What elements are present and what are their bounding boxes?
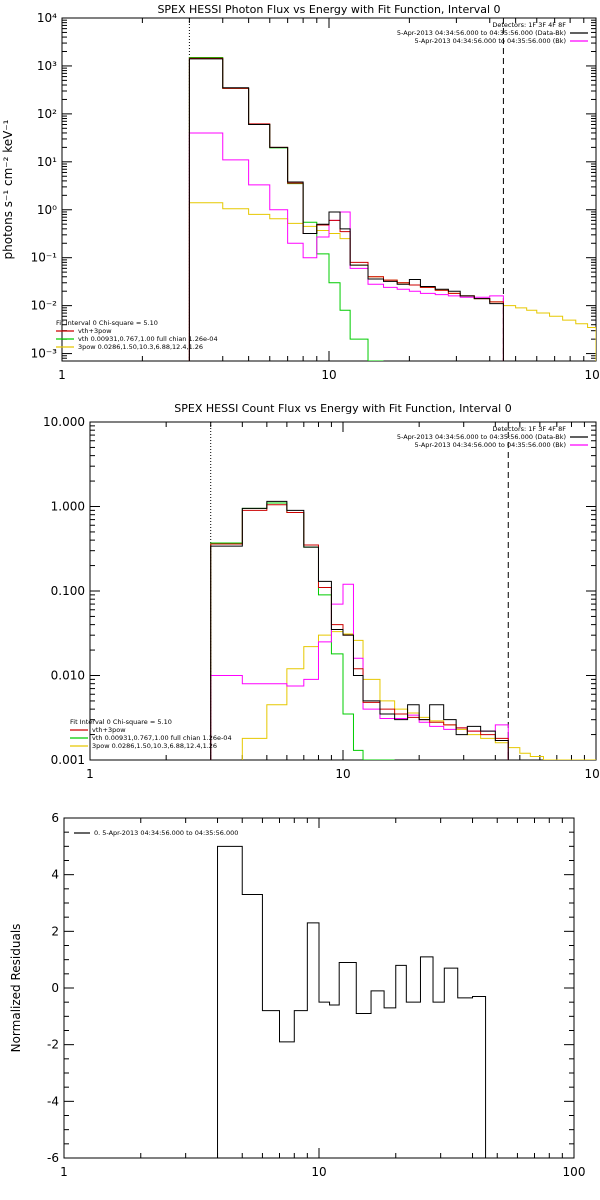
photon-legend-line: Detectors: 1F 3F 4F 8F xyxy=(492,21,566,29)
count-x-tick-label: 1 xyxy=(86,767,94,781)
resid-y-tick-label: 2 xyxy=(51,924,59,938)
count-legend-line: 5-Apr-2013 04:34:56.000 to 04:35:56.000 … xyxy=(415,441,566,449)
count-y-tick-label: 1.000 xyxy=(51,500,85,514)
photon-chart: 1 10 100 10⁻³ 10⁻² 10⁻¹ 10⁰ 10¹ 10² 10³ 10⁴ SPEX HE… xyxy=(1,3,600,382)
count-fit-legend-line: Fit Interval 0 Chi-square = 5.10 xyxy=(70,718,172,726)
count-y-tick-label: 0.010 xyxy=(51,669,85,683)
photon-plot-frame xyxy=(61,17,597,362)
resid-chart: 1 10 100 -6 -4 -2 0 2 4 6 Normalized Residuals 0. 5… xyxy=(9,811,585,1179)
photon-series-vth-3pow xyxy=(188,57,504,361)
photon-y-tick-label: 10⁴ xyxy=(37,11,57,25)
resid-legend: 0. 5-Apr-2013 04:34:56.000 to 04:35:56.0… xyxy=(74,829,238,837)
resid-y-tick-label: 0 xyxy=(51,981,59,995)
photon-y-tick-label: 10⁻³ xyxy=(31,347,58,361)
photon-y-tick-label: 10⁰ xyxy=(37,203,57,217)
photon-y-tick-label: 10⁻² xyxy=(31,299,58,313)
count-fit-legend-line: vth 0.00931,0.767,1.00 full chian 1.26e-… xyxy=(92,734,232,742)
resid-legend-text: 0. 5-Apr-2013 04:34:56.000 to 04:35:56.0… xyxy=(94,829,238,837)
resid-y-tick-label: -2 xyxy=(47,1038,59,1052)
photon-chart-title: SPEX HESSI Photon Flux vs Energy with Fi… xyxy=(157,3,500,16)
count-legend-line: Detectors: 1F 3F 4F 8F xyxy=(492,425,566,433)
photon-legend-line: 5-Apr-2013 04:34:56.000 to 04:35:56.000 … xyxy=(415,37,566,45)
count-x-tick-label: 10 xyxy=(335,767,350,781)
photon-x-tick-label: 100 xyxy=(585,368,600,382)
photon-series-data-bk xyxy=(188,58,504,361)
photon-fit-legend-line: vth+3pow xyxy=(78,327,112,335)
count-fit-legend-line: 3pow 0.0286,1.50,10.3,6.88,12.4,1.26 xyxy=(92,742,217,750)
count-legend-topright: Detectors: 1F 3F 4F 8F5-Apr-2013 04:34:5… xyxy=(397,425,588,449)
resid-y-tick-label: -4 xyxy=(47,1094,59,1108)
count-legend-line: 5-Apr-2013 04:34:56.000 to 04:35:56.000 … xyxy=(397,433,566,441)
count-series-data-bk xyxy=(210,500,509,760)
photon-y-axis-label: photons s⁻¹ cm⁻² keV⁻¹ xyxy=(1,119,15,259)
count-chart: 1 10 100 0.001 0.010 0.100 1.000 10.000 SPEX HES… xyxy=(43,402,600,781)
count-y-tick-label: 0.100 xyxy=(51,584,85,598)
count-series-bk xyxy=(210,583,509,760)
count-fit-legend-line: vth+3pow xyxy=(92,726,126,734)
count-series-vth-3pow xyxy=(210,504,509,760)
photon-legend-topright: Detectors: 1F 3F 4F 8F5-Apr-2013 04:34:5… xyxy=(397,21,588,45)
count-y-tick-label: 10.000 xyxy=(43,415,85,429)
photon-fit-legend-line: 3pow 0.0286,1.50,10.3,6.88,12.4,1.26 xyxy=(78,343,203,351)
photon-y-tick-label: 10³ xyxy=(37,59,57,73)
resid-x-tick-label: 1 xyxy=(60,1165,68,1179)
photon-series-vth xyxy=(188,56,384,361)
count-x-tick-label: 100 xyxy=(585,767,600,781)
count-series-vth xyxy=(210,502,395,760)
resid-y-axis-label: Normalized Residuals xyxy=(9,924,23,1053)
resid-x-tick-label: 10 xyxy=(311,1165,326,1179)
photon-legend-line: 5-Apr-2013 04:34:56.000 to 04:35:56.000 … xyxy=(397,29,566,37)
resid-y-tick-label: 6 xyxy=(51,811,59,825)
count-legend-fit: Fit Interval 0 Chi-square = 5.10vth+3pow… xyxy=(70,718,232,750)
photon-x-tick-label: 1 xyxy=(58,368,66,382)
resid-y-tick-label: -6 xyxy=(47,1151,59,1165)
count-y-tick-label: 0.001 xyxy=(51,753,85,767)
resid-series-residual xyxy=(185,845,487,1158)
photon-y-tick-label: 10⁻¹ xyxy=(31,251,58,265)
count-series-3pow xyxy=(241,631,596,760)
photon-y-tick-label: 10² xyxy=(37,107,57,121)
photon-y-tick-label: 10¹ xyxy=(37,155,57,169)
resid-x-tick-label: 100 xyxy=(563,1165,586,1179)
photon-series-bk xyxy=(188,132,504,361)
photon-legend-fit: Fit Interval 0 Chi-square = 5.10vth+3pow… xyxy=(56,319,218,351)
resid-y-tick-label: 4 xyxy=(51,868,59,882)
photon-series-group xyxy=(188,56,596,361)
photon-fit-legend-line: vth 0.00931,0.767,1.00 full chian 1.26e-… xyxy=(78,335,218,343)
count-chart-title: SPEX HESSI Count Flux vs Energy with Fit… xyxy=(174,402,511,415)
photon-x-tick-label: 10 xyxy=(321,368,336,382)
photon-fit-legend-line: Fit Interval 0 Chi-square = 5.10 xyxy=(56,319,158,327)
count-series-group xyxy=(210,500,596,760)
resid-series-group xyxy=(185,845,487,1158)
